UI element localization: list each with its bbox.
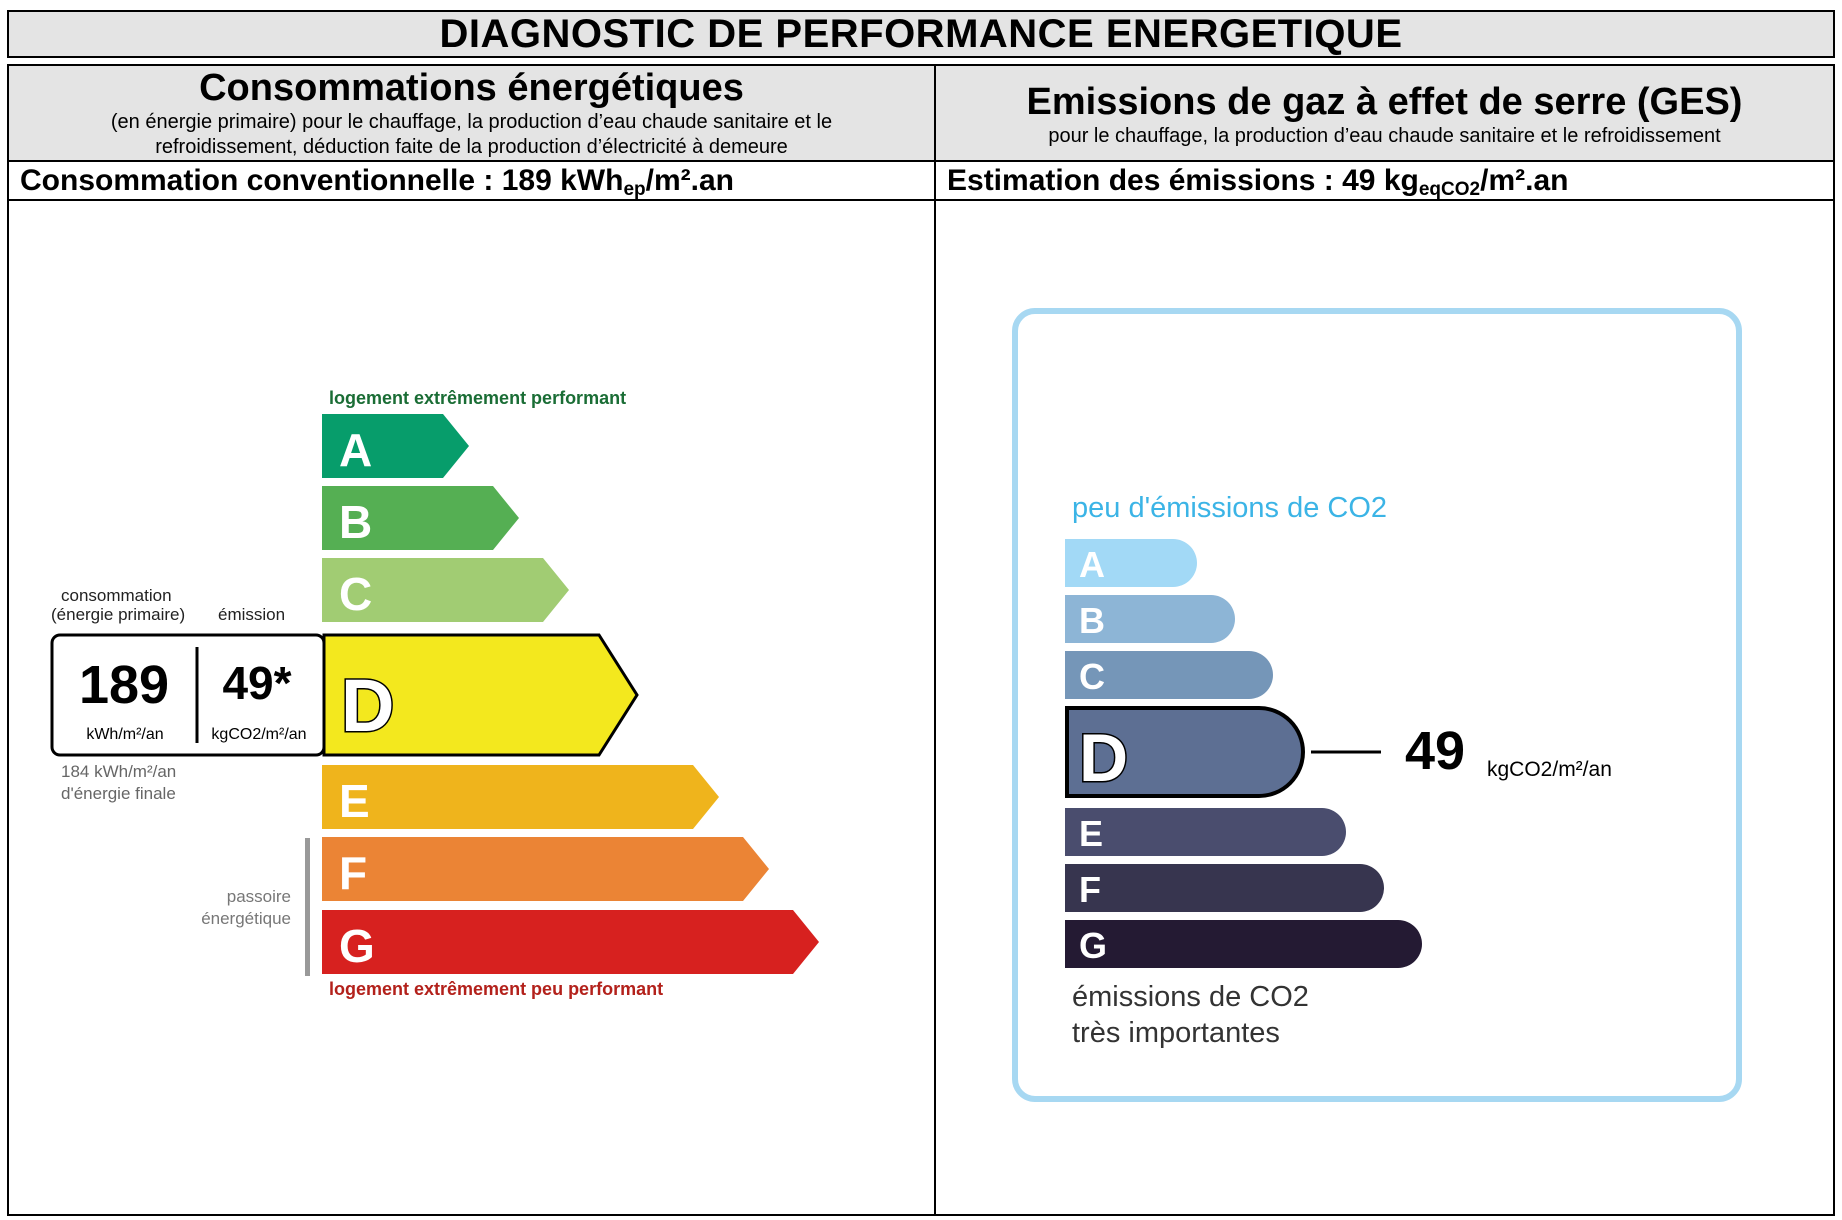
- energy-summary-unit: kWh: [551, 164, 624, 197]
- energy-bar-d-letter: D: [341, 664, 394, 747]
- energy-bar-e-letter: E: [339, 775, 370, 827]
- emission-header: émission: [218, 605, 285, 624]
- energy-bar-a-letter: A: [339, 424, 372, 476]
- energy-subtitle-line2: refroidissement, déduction faite de la p…: [155, 136, 788, 158]
- ges-summary-unit: kg: [1375, 164, 1419, 197]
- ges-bar-e-pill: [1065, 808, 1346, 856]
- panel-frame: [7, 64, 1835, 1216]
- energy-bar-g-letter: G: [339, 920, 375, 972]
- emission-unit: kgCO2/m²/an: [211, 726, 306, 743]
- ges-bar-c-letter: C: [1079, 656, 1105, 697]
- ges-bar-d-letter: D: [1079, 720, 1128, 796]
- consumption-header-line2: (énergie primaire): [51, 605, 185, 624]
- consumption-header-line1: consommation: [61, 586, 172, 605]
- energy-summary-unit-sub: ep: [623, 179, 646, 200]
- ges-bar-f-letter: F: [1079, 869, 1101, 910]
- ges-bar-a-pill: [1065, 539, 1197, 587]
- energy-label-top: logement extrêmement performant: [329, 388, 626, 408]
- column-divider: [934, 64, 936, 1216]
- ges-unit: kgCO2/m²/an: [1487, 758, 1612, 781]
- energy-header: Consommations énergétiques (en énergie p…: [9, 66, 934, 160]
- ges-bar-d-pill: [1065, 706, 1305, 798]
- ges-subtitle: pour le chauffage, la production d’eau c…: [1048, 125, 1721, 147]
- energy-bar-b: [322, 486, 519, 550]
- energy-bar-c-letter: C: [339, 568, 372, 620]
- ges-summary: Estimation des émissions : 49 kgeqCO2/m²…: [947, 162, 1568, 199]
- ges-header: Emissions de gaz à effet de serre (GES) …: [936, 66, 1833, 160]
- energy-summary-value: 189: [501, 164, 552, 197]
- ges-label-top: peu d'émissions de CO2: [1072, 492, 1387, 524]
- ges-summary-unit-tail: /m².an: [1480, 164, 1569, 197]
- ges-bar-c-pill: [1065, 651, 1273, 699]
- energy-value-box: [50, 633, 326, 757]
- emission-value: 49*: [222, 657, 291, 709]
- ges-bar-b-letter: B: [1079, 600, 1105, 641]
- final-energy-line2: d'énergie finale: [61, 784, 176, 803]
- energy-label-bottom: logement extrêmement peu performant: [329, 979, 663, 999]
- energy-bar-e: [322, 765, 719, 829]
- summary-divider: [9, 199, 1833, 201]
- ges-bar-g-pill: [1065, 920, 1422, 968]
- ges-summary-value: 49: [1342, 164, 1376, 197]
- ges-value: 49: [1405, 721, 1465, 781]
- ges-bar-f-pill: [1065, 864, 1384, 912]
- ges-title: Emissions de gaz à effet de serre (GES): [1026, 81, 1743, 123]
- ges-bar-b-pill: [1065, 595, 1235, 643]
- energy-bar-f: [322, 837, 769, 901]
- ges-bar-e-letter: E: [1079, 813, 1103, 854]
- energy-bar-c: [322, 558, 569, 622]
- energy-bar-g: [322, 910, 819, 974]
- energy-bar-b-letter: B: [339, 496, 372, 548]
- energy-bar-f-letter: F: [339, 847, 367, 899]
- passoire-line1: passoire: [227, 887, 291, 906]
- page-title: DIAGNOSTIC DE PERFORMANCE ENERGETIQUE: [7, 10, 1835, 58]
- ges-bar-g-letter: G: [1079, 925, 1107, 966]
- ges-summary-prefix: Estimation des émissions :: [947, 164, 1343, 197]
- energy-summary: Consommation conventionnelle : 189 kWhep…: [20, 162, 734, 199]
- energy-subtitle-line1: (en énergie primaire) pour le chauffage,…: [110, 111, 833, 133]
- passoire-bracket: [305, 838, 310, 976]
- energy-summary-prefix: Consommation conventionnelle :: [20, 164, 502, 197]
- ges-label-bottom-line2: très importantes: [1072, 1017, 1280, 1049]
- energy-title: Consommations énergétiques: [199, 67, 744, 109]
- energy-label-graphic: logement extrêmement performant A B C co…: [50, 388, 819, 999]
- ges-bars: A B C D 49 kgCO2/m²/an E F G émissions d…: [1065, 539, 1612, 1049]
- consumption-value: 189: [79, 655, 169, 715]
- ges-summary-unit-sub: eqCO2: [1418, 179, 1481, 200]
- energy-bar-a: [322, 414, 469, 478]
- final-energy-line1: 184 kWh/m²/an: [61, 762, 176, 781]
- passoire-line2: énergétique: [201, 909, 291, 928]
- ges-bar-a-letter: A: [1079, 544, 1105, 585]
- ges-label-bottom-line1: émissions de CO2: [1072, 981, 1309, 1013]
- header-divider: [9, 160, 1833, 162]
- consumption-unit: kWh/m²/an: [86, 726, 163, 743]
- energy-summary-unit-tail: /m².an: [645, 164, 734, 197]
